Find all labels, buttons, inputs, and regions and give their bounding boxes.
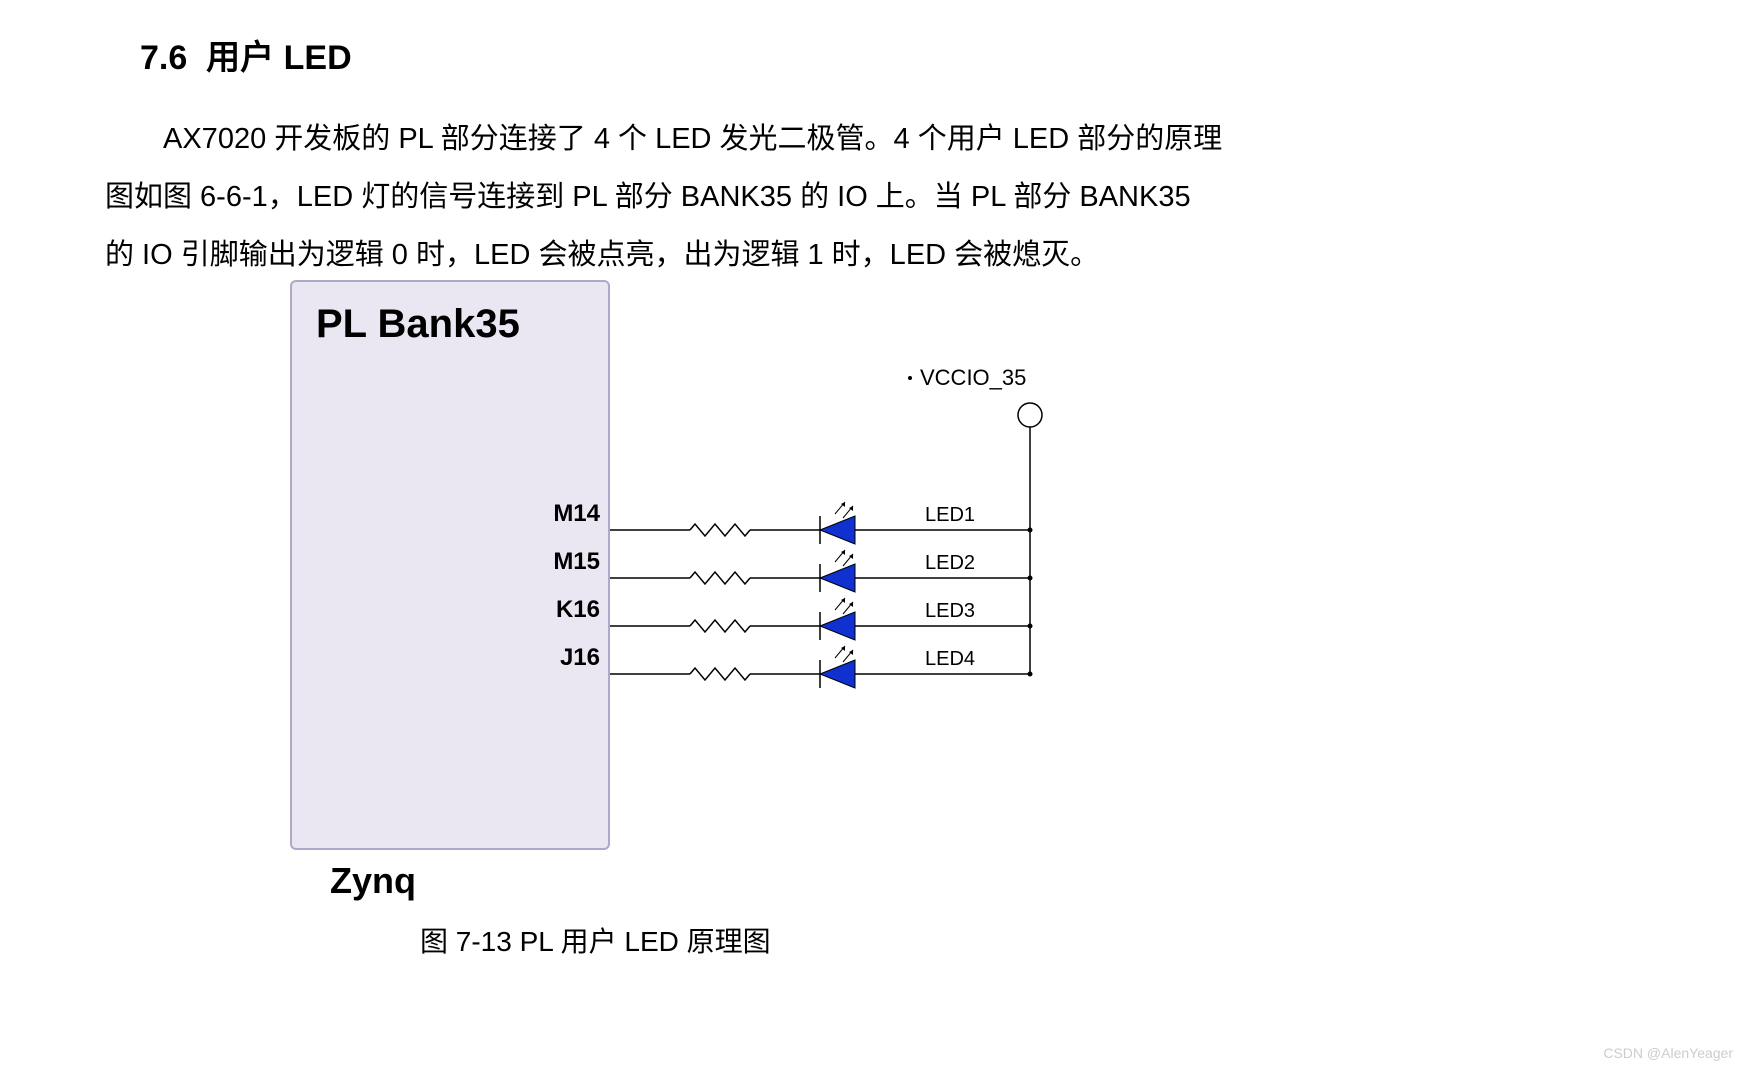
schematic-diagram: PL Bank35 Zynq VCCIO_35 M14LED1M15LED2K1… <box>290 280 1050 900</box>
pin-label: K16 <box>540 596 600 624</box>
section-title: 用户 LED <box>206 39 351 77</box>
led-label: LED3 <box>925 600 995 623</box>
pin-label: M14 <box>540 500 600 528</box>
led-label: LED4 <box>925 648 995 671</box>
schematic-svg <box>290 280 1050 900</box>
figure-caption: 图 7-13 PL 用户 LED 原理图 <box>420 920 771 960</box>
pin-label: J16 <box>540 644 600 672</box>
watermark: CSDN @AlenYeager <box>1603 1045 1733 1061</box>
section-number: 7.6 <box>140 39 187 77</box>
pin-label: M15 <box>540 548 600 576</box>
body-paragraph: AX7020 开发板的 PL 部分连接了 4 个 LED 发光二极管。4 个用户… <box>105 110 1225 284</box>
led-label: LED1 <box>925 504 995 527</box>
section-heading: 7.6 用户 LED <box>140 30 352 79</box>
led-label: LED2 <box>925 552 995 575</box>
